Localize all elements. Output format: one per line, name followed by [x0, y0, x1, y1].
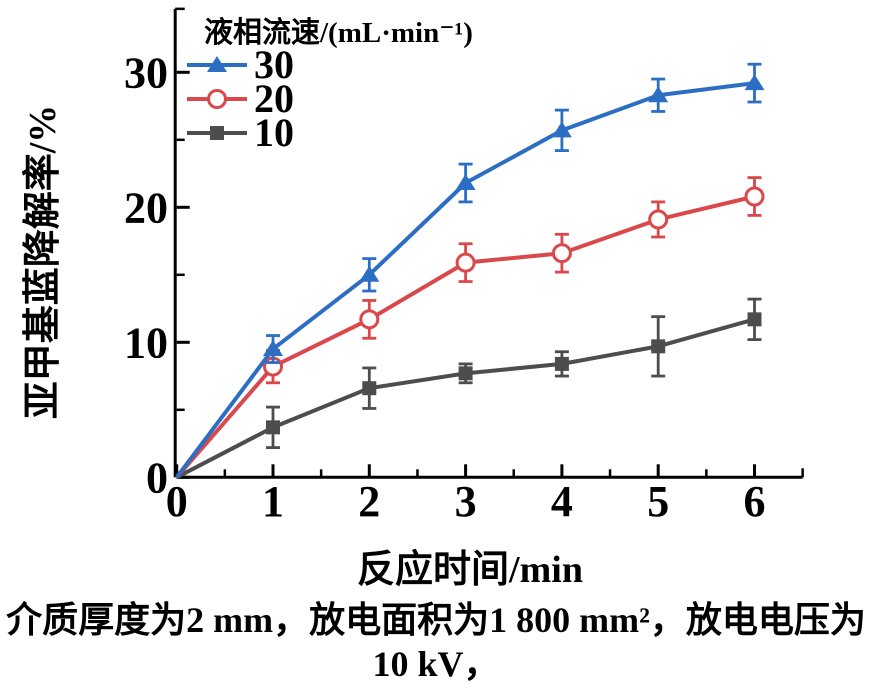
- x-tick-label: 1: [262, 477, 284, 526]
- x-tick-label: 6: [744, 477, 766, 526]
- caption-line-1: 介质厚度为2 mm，放电面积为1 800 mm²，放电电压为10 kV，: [6, 600, 866, 684]
- square-marker: [362, 381, 377, 396]
- x-axis-label: 反应时间/min: [357, 549, 583, 591]
- circle-marker: [359, 309, 380, 330]
- legend-entry-10: 10: [187, 110, 294, 155]
- square-marker: [554, 356, 569, 371]
- x-tick-label: 0: [166, 477, 188, 526]
- legend-label-20: 20: [254, 76, 294, 121]
- chart-svg: 0 1 2 3 4 5 60102030反应时间/min亚甲基蓝降解率/%液相流速/(mL·…: [22, 7, 804, 591]
- legend-entry-20: 20: [187, 76, 294, 121]
- legend-entry-30: 30: [187, 42, 294, 87]
- square-marker: [458, 366, 473, 381]
- circle-marker: [455, 252, 476, 273]
- y-tick-label: 10: [124, 318, 168, 367]
- series-line-20: [175, 194, 755, 479]
- triangle-marker: [648, 86, 669, 103]
- x-tick-label: 2: [358, 477, 380, 526]
- circle-marker: [551, 243, 572, 264]
- triangle-marker: [207, 56, 227, 72]
- circle-marker: [648, 209, 669, 230]
- circle-marker: [744, 186, 765, 207]
- y-tick-label: 0: [146, 453, 168, 502]
- square-marker: [651, 339, 666, 354]
- legend-label-10: 10: [254, 110, 294, 155]
- series-30: [175, 62, 765, 479]
- square-marker: [266, 420, 280, 435]
- x-tick-label: 3: [455, 477, 477, 526]
- y-axis-label: 亚甲基蓝降解率/%: [22, 105, 64, 420]
- square-marker: [210, 126, 224, 140]
- y-tick-label: 30: [124, 48, 168, 97]
- ticks: [175, 70, 756, 479]
- series-10: [175, 297, 762, 480]
- axes: [173, 7, 804, 479]
- y-tick-label: 20: [124, 183, 168, 232]
- triangle-marker: [263, 340, 283, 357]
- square-marker: [747, 312, 762, 327]
- triangle-marker: [744, 74, 765, 91]
- circle-marker: [207, 89, 227, 109]
- figure-caption: 介质厚度为2 mm，放电面积为1 800 mm²，放电电压为10 kV， 气相流…: [0, 598, 872, 689]
- legend-title: 液相流速/(mL·min⁻¹): [204, 16, 473, 49]
- series-line-10: [175, 317, 756, 480]
- x-tick-label: 5: [647, 477, 669, 526]
- triangle-marker: [359, 265, 380, 282]
- x-tick-label: 4: [551, 477, 573, 526]
- legend-label-30: 30: [254, 42, 294, 87]
- triangle-marker: [455, 174, 476, 190]
- triangle-marker: [551, 121, 572, 138]
